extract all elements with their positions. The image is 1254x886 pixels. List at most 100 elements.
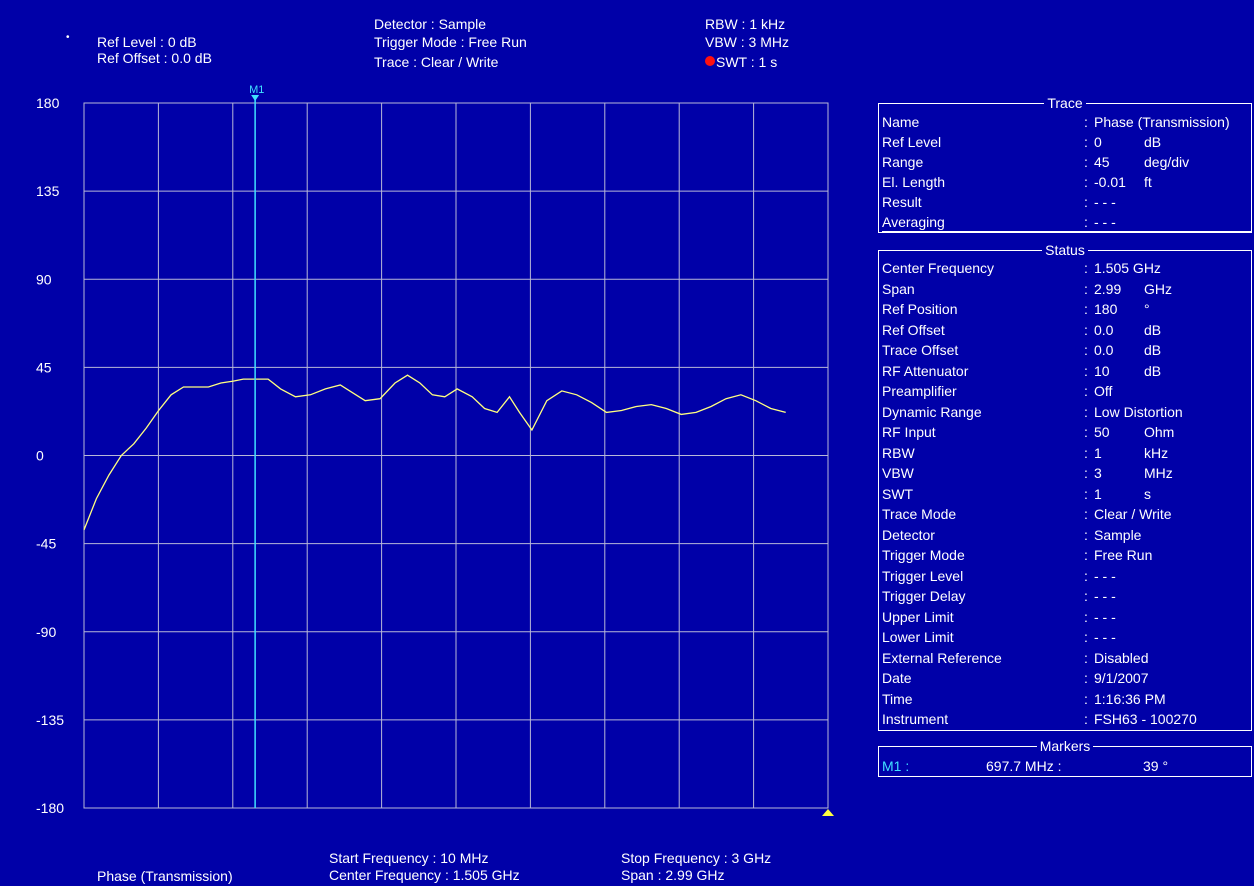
info-key: Trace Offset xyxy=(882,342,959,358)
info-separator: : xyxy=(1084,649,1088,666)
info-separator: : xyxy=(1084,174,1088,190)
info-row-lower-limit: Lower Limit: - - - xyxy=(882,627,1252,647)
info-row-span: Span:2.99 GHz xyxy=(882,279,1252,299)
info-unit: ft xyxy=(1144,174,1152,190)
info-key: Preamplifier xyxy=(882,383,957,399)
info-key: Range xyxy=(882,154,924,170)
info-unit: ° xyxy=(1144,301,1150,317)
info-separator: : xyxy=(1084,711,1088,727)
info-key: RF Input xyxy=(882,424,936,440)
marker-m1-value: 39 ° xyxy=(1143,758,1169,774)
info-key: SWT xyxy=(882,485,914,502)
info-key: Trigger Delay xyxy=(882,588,966,604)
info-row-detector: Detector: Sample xyxy=(882,525,1252,545)
info-row-rbw: RBW:1 kHz xyxy=(882,443,1252,463)
y-tick-label: -90 xyxy=(36,624,56,640)
info-row-trigger-mode: Trigger Mode: Free Run xyxy=(882,545,1252,565)
info-separator: : xyxy=(1084,280,1088,297)
info-row-trigger-delay: Trigger Delay: - - - xyxy=(882,586,1252,606)
info-value: 10 xyxy=(1094,362,1110,379)
info-row-ref-offset: Ref Offset:0.0 dB xyxy=(882,320,1252,340)
reference-triangle-icon xyxy=(822,809,834,816)
info-separator: : xyxy=(1084,465,1088,481)
info-key: Averaging xyxy=(882,214,945,230)
swt-dot-icon xyxy=(705,56,715,66)
info-row-upper-limit: Upper Limit: - - - xyxy=(882,607,1252,627)
info-key: Date xyxy=(882,670,912,686)
swt-text: SWT : 1 s xyxy=(716,54,778,70)
info-row-result: Result: - - - xyxy=(882,192,1252,212)
marker-m1-frequency: 697.7 MHz : xyxy=(986,758,1062,774)
info-value: 0 xyxy=(1094,134,1102,150)
info-unit: MHz xyxy=(1144,465,1173,481)
info-row-vbw: VBW:3 MHz xyxy=(882,463,1252,483)
info-separator: : xyxy=(1084,260,1088,276)
y-tick-label: 180 xyxy=(36,95,60,111)
start-frequency-text: Start Frequency : 10 MHz xyxy=(329,850,489,866)
info-value: FSH63 - 100270 xyxy=(1094,711,1197,727)
info-row-trace-mode: Trace Mode: Clear / Write xyxy=(882,504,1252,524)
info-row-instrument: Instrument: FSH63 - 100270 xyxy=(882,709,1252,729)
info-key: Trigger Mode xyxy=(882,547,965,563)
info-key: Time xyxy=(882,690,913,707)
info-key: Dynamic Range xyxy=(882,403,982,420)
info-separator: : xyxy=(1084,301,1088,317)
y-tick-label: 90 xyxy=(36,271,52,287)
rbw-text: RBW : 1 kHz xyxy=(705,16,786,32)
info-key: Ref Position xyxy=(882,301,958,317)
info-unit: deg/div xyxy=(1144,154,1190,170)
status-panel-title: Status xyxy=(1042,242,1088,258)
info-value: 180 xyxy=(1094,301,1118,317)
info-unit: dB xyxy=(1144,321,1162,338)
info-value: - - - xyxy=(1094,629,1116,645)
info-separator: : xyxy=(1084,526,1088,543)
corner-dot: • xyxy=(66,32,70,43)
info-value: Sample xyxy=(1094,526,1142,543)
info-separator: : xyxy=(1084,114,1088,130)
marker-group: M1 xyxy=(249,84,834,816)
info-value: - - - xyxy=(1094,214,1116,230)
info-value: 2.99 xyxy=(1094,280,1122,297)
info-separator: : xyxy=(1084,321,1088,338)
status-panel: Status Center Frequency:1.505 GHz Span:2.… xyxy=(878,242,1252,731)
info-row-preamplifier: Preamplifier: Off xyxy=(882,381,1252,401)
trace-panel-title: Trace xyxy=(1044,95,1086,111)
info-key: VBW xyxy=(882,465,914,481)
info-row-averaging: Averaging: - - - xyxy=(882,212,1252,232)
info-separator: : xyxy=(1084,403,1088,420)
info-value: - - - xyxy=(1094,567,1116,584)
info-separator: : xyxy=(1084,547,1088,563)
info-separator: : xyxy=(1084,485,1088,502)
info-separator: : xyxy=(1084,506,1088,522)
info-unit: dB xyxy=(1144,362,1162,379)
span-text: Span : 2.99 GHz xyxy=(621,867,725,883)
info-key: Span xyxy=(882,280,915,297)
info-separator: : xyxy=(1084,134,1088,150)
info-row-name: Name: Phase (Transmission) xyxy=(882,112,1252,132)
vbw-text: VBW : 3 MHz xyxy=(705,34,790,50)
info-value: 1:16:36 PM xyxy=(1094,690,1166,707)
info-unit: kHz xyxy=(1144,444,1169,461)
y-tick-label: 0 xyxy=(36,448,44,464)
info-separator: : xyxy=(1084,690,1088,707)
info-row-range: Range:45 deg/div xyxy=(882,152,1252,172)
trace-name-label: Phase (Transmission) xyxy=(97,868,233,884)
info-key: Instrument xyxy=(882,711,949,727)
info-row-center-frequency: Center Frequency:1.505 GHz xyxy=(882,258,1252,278)
info-row-dynamic-range: Dynamic Range: Low Distortion xyxy=(882,402,1252,422)
info-value: 1 xyxy=(1094,485,1102,502)
info-separator: : xyxy=(1084,383,1088,399)
info-key: Name xyxy=(882,114,920,130)
trace-mode-text: Trace : Clear / Write xyxy=(374,54,499,70)
info-row-time: Time:1:16:36 PM xyxy=(882,689,1252,709)
info-row-date: Date:9/1/2007 xyxy=(882,668,1252,688)
y-tick-labels: 180 135 90 45 0 -45 -90 -135 -180 xyxy=(36,95,64,816)
info-unit: s xyxy=(1144,485,1151,502)
ref-offset-text: Ref Offset : 0.0 dB xyxy=(97,50,212,66)
info-value: Low Distortion xyxy=(1094,403,1183,420)
info-value: - - - xyxy=(1094,194,1116,210)
info-value: 0.0 xyxy=(1094,342,1114,358)
info-separator: : xyxy=(1084,588,1088,604)
info-value: 45 xyxy=(1094,154,1110,170)
info-key: RBW xyxy=(882,444,915,461)
